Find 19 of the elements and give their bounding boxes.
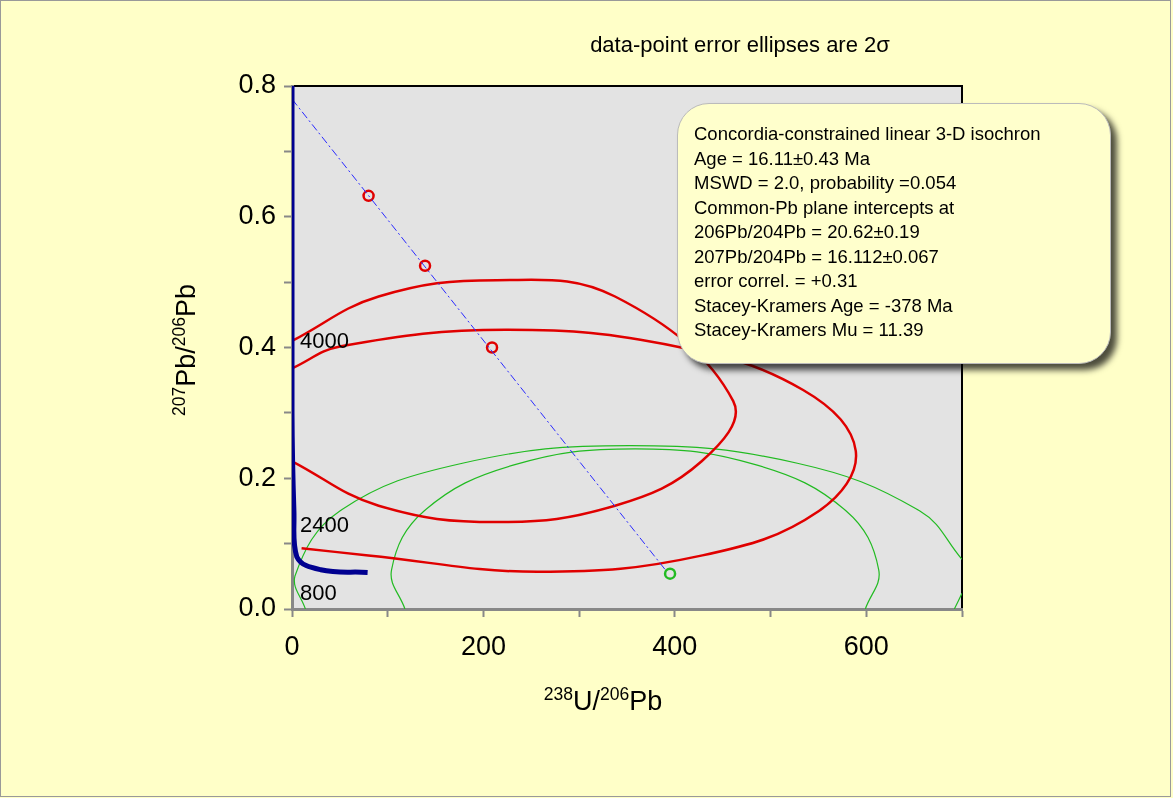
- x-axis-title: $^{238}$U/$^{206}$Pb: [543, 684, 663, 717]
- line-series: [390, 448, 880, 609]
- y-tick-label: 0.8: [238, 69, 276, 100]
- annotation: 4000: [300, 328, 349, 354]
- x-tick-label: 200: [460, 630, 506, 661]
- x-tick-label: 400: [652, 630, 698, 661]
- y-tick-label: 0.2: [238, 461, 276, 492]
- point: [418, 259, 432, 273]
- y-tick-label: 0.6: [238, 200, 276, 231]
- point: [485, 341, 499, 354]
- point: [362, 189, 375, 203]
- x-tick-label: 600: [843, 630, 889, 661]
- point: [663, 567, 677, 580]
- x-tick-label: 0: [284, 630, 300, 661]
- annotation: 800: [300, 580, 337, 606]
- y-tick-label: 0.0: [238, 592, 276, 623]
- text-box: Concordia-constrained linear 3-D isochron Age = 16.11±0.43 Ma MSWD = 2.0, probability =0.054 Common-Pb plane intercepts at 206Pb/204Pb = 20.62±0.19 207Pb/204Pb = 16.112±0.067 error correl. = +0.31 Stacey-Kramers Age = -378 Ma Stacey-Kramers Mu = 11.39: [677, 103, 1111, 364]
- y-tick-label: 0.4: [238, 330, 276, 361]
- chart-title: data-point error ellipses are 2σ: [590, 32, 890, 58]
